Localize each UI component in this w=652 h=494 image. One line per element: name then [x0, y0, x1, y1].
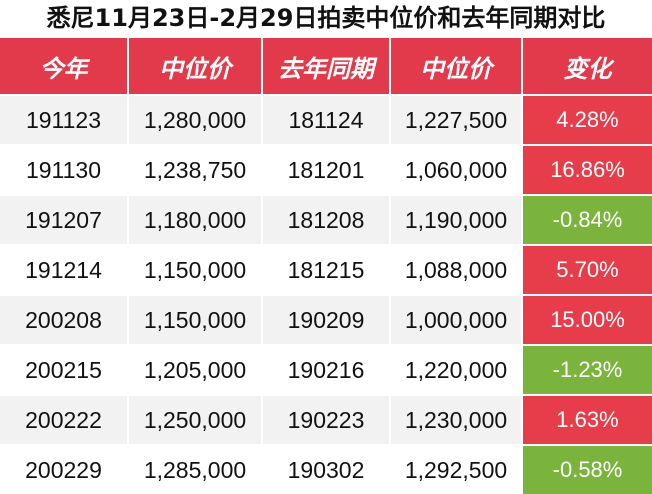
header-median: 中位价: [128, 38, 263, 95]
prev-median-cell: 1,227,500: [390, 94, 523, 145]
prev-date-cell: 190302: [262, 444, 391, 494]
prev-median-cell: 1,088,000: [390, 244, 523, 295]
change-cell: 5.70%: [522, 244, 652, 295]
median-cell: 1,205,000: [128, 344, 263, 395]
table-row: 191207 1,180,000 181208 1,190,000 -0.84%: [0, 194, 652, 245]
header-prev-median: 中位价: [390, 38, 523, 95]
header-row: 今年 中位价 去年同期 中位价 变化: [0, 38, 652, 95]
table-row: 200215 1,205,000 190216 1,220,000 -1.23%: [0, 344, 652, 395]
change-cell: 1.63%: [522, 394, 652, 445]
prev-median-cell: 1,220,000: [390, 344, 523, 395]
table-header: 今年 中位价 去年同期 中位价 变化: [0, 38, 652, 95]
prev-date-cell: 190216: [262, 344, 391, 395]
prev-date-cell: 181208: [262, 194, 391, 245]
auction-table: 今年 中位价 去年同期 中位价 变化 191123 1,280,000 181124…: [0, 38, 652, 494]
median-cell: 1,150,000: [128, 244, 263, 295]
date-cell: 191123: [0, 94, 129, 145]
median-cell: 1,280,000: [128, 94, 263, 145]
prev-median-cell: 1,190,000: [390, 194, 523, 245]
header-this-year: 今年: [0, 38, 129, 95]
date-cell: 191214: [0, 244, 129, 295]
median-cell: 1,285,000: [128, 444, 263, 494]
prev-date-cell: 190209: [262, 294, 391, 345]
table-row: 191123 1,280,000 181124 1,227,500 4.28%: [0, 94, 652, 145]
table-row: 191130 1,238,750 181201 1,060,000 16.86%: [0, 144, 652, 195]
prev-date-cell: 181201: [262, 144, 391, 195]
change-cell: 15.00%: [522, 294, 652, 345]
change-cell: -0.58%: [522, 444, 652, 494]
header-change: 变化: [522, 38, 652, 95]
prev-median-cell: 1,060,000: [390, 144, 523, 195]
table-row: 191214 1,150,000 181215 1,088,000 5.70%: [0, 244, 652, 295]
table-row: 200229 1,285,000 190302 1,292,500 -0.58%: [0, 444, 652, 494]
median-cell: 1,250,000: [128, 394, 263, 445]
change-cell: 4.28%: [522, 94, 652, 145]
header-last-year: 去年同期: [262, 38, 391, 95]
date-cell: 200208: [0, 294, 129, 345]
table-body: 191123 1,280,000 181124 1,227,500 4.28% 19113…: [0, 94, 652, 494]
date-cell: 200222: [0, 394, 129, 445]
table-row: 200222 1,250,000 190223 1,230,000 1.63%: [0, 394, 652, 445]
median-cell: 1,150,000: [128, 294, 263, 345]
change-cell: 16.86%: [522, 144, 652, 195]
prev-median-cell: 1,000,000: [390, 294, 523, 345]
date-cell: 191130: [0, 144, 129, 195]
change-cell: -0.84%: [522, 194, 652, 245]
prev-date-cell: 190223: [262, 394, 391, 445]
date-cell: 200229: [0, 444, 129, 494]
median-cell: 1,180,000: [128, 194, 263, 245]
table-row: 200208 1,150,000 190209 1,000,000 15.00%: [0, 294, 652, 345]
change-cell: -1.23%: [522, 344, 652, 395]
prev-median-cell: 1,292,500: [390, 444, 523, 494]
date-cell: 191207: [0, 194, 129, 245]
date-cell: 200215: [0, 344, 129, 395]
prev-date-cell: 181124: [262, 94, 391, 145]
auction-comparison-page: 悉尼11月23日-2月29日拍卖中位价和去年同期对比 今年 中位价 去年同期 中…: [0, 4, 652, 494]
median-cell: 1,238,750: [128, 144, 263, 195]
prev-median-cell: 1,230,000: [390, 394, 523, 445]
prev-date-cell: 181215: [262, 244, 391, 295]
page-title: 悉尼11月23日-2月29日拍卖中位价和去年同期对比: [46, 4, 606, 32]
